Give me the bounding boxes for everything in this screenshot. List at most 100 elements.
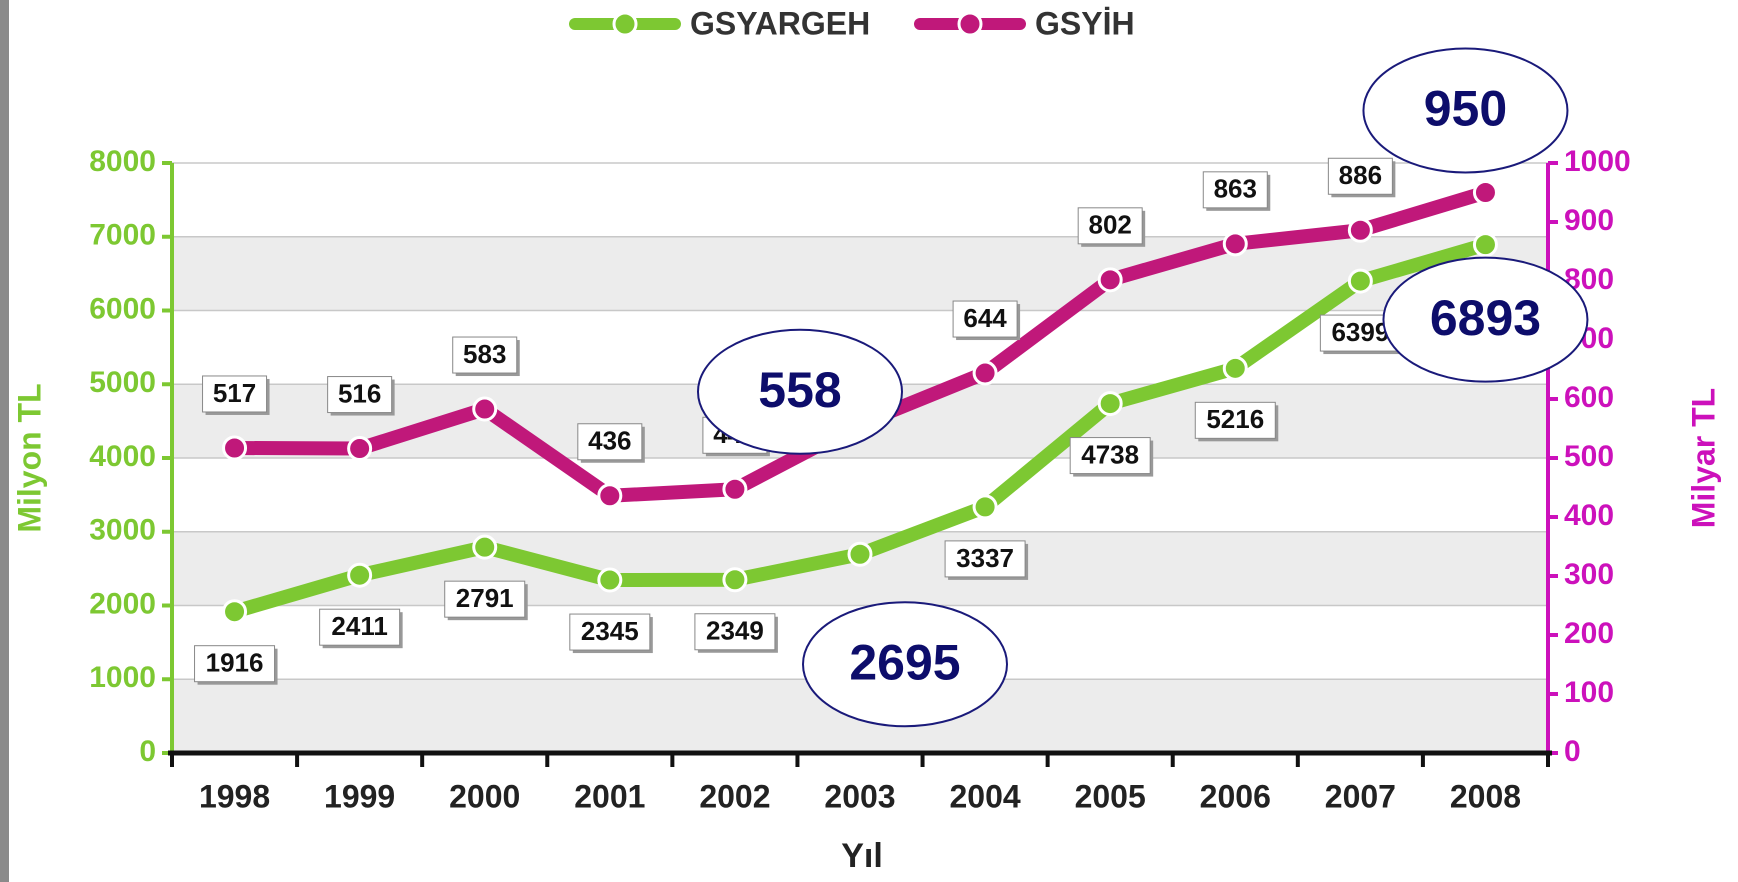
marker bbox=[722, 567, 748, 593]
marker bbox=[347, 436, 373, 462]
marker bbox=[597, 483, 623, 509]
marker bbox=[972, 494, 998, 520]
data-label-box: 4738 bbox=[1069, 437, 1154, 477]
x-tick-label: 2007 bbox=[1325, 778, 1396, 814]
label-box bbox=[577, 423, 643, 461]
x-tick-label: 2005 bbox=[1075, 778, 1146, 814]
x-tick-label: 2003 bbox=[824, 778, 895, 814]
y-axis-label: Milyon TL bbox=[11, 383, 47, 532]
marker bbox=[1472, 232, 1498, 258]
marker bbox=[1097, 391, 1123, 417]
x-tick-label: 2006 bbox=[1200, 778, 1271, 814]
x-tick-label: 2000 bbox=[449, 778, 520, 814]
x-tick-label: 1999 bbox=[324, 778, 395, 814]
legend-label: GSYARGEH bbox=[690, 5, 870, 41]
label-box bbox=[1069, 437, 1151, 475]
y2-tick-label: 1000 bbox=[1564, 145, 1631, 178]
marker bbox=[222, 435, 248, 461]
label-box bbox=[202, 375, 268, 413]
label-box bbox=[452, 336, 518, 374]
marker bbox=[972, 360, 998, 386]
x-tick-label: 1998 bbox=[199, 778, 270, 814]
data-label: 516 bbox=[338, 378, 381, 408]
legend-marker bbox=[612, 11, 638, 37]
data-label-box: 886 bbox=[1327, 157, 1396, 198]
y2-tick-label: 0 bbox=[1564, 735, 1581, 768]
highlight-ellipse bbox=[1362, 47, 1569, 174]
data-label: 6399 bbox=[1331, 317, 1389, 347]
x-tick-label: 2008 bbox=[1450, 778, 1521, 814]
legend-label: GSYİH bbox=[1035, 5, 1135, 41]
data-label-box: 516 bbox=[327, 376, 395, 416]
data-label: 2349 bbox=[706, 616, 764, 646]
y-tick-label: 1000 bbox=[89, 661, 156, 694]
y2-tick-label: 900 bbox=[1564, 204, 1614, 237]
data-label-box: 1916 bbox=[194, 645, 278, 685]
data-label: 1916 bbox=[206, 648, 264, 678]
highlight-ellipse bbox=[802, 601, 1008, 728]
data-label-box: 583 bbox=[452, 336, 520, 377]
data-label: 558 bbox=[758, 362, 841, 418]
data-label-box: 5216 bbox=[1194, 401, 1279, 442]
marker bbox=[597, 567, 623, 593]
label-box bbox=[944, 540, 1026, 578]
data-label: 644 bbox=[963, 303, 1007, 333]
data-label: 517 bbox=[213, 378, 256, 408]
label-box bbox=[1202, 171, 1268, 209]
label-box bbox=[1194, 401, 1276, 439]
y-tick-label: 3000 bbox=[89, 514, 156, 547]
data-label-box: 3337 bbox=[944, 540, 1029, 580]
grid-band bbox=[172, 236, 1548, 311]
y-tick-label: 2000 bbox=[89, 587, 156, 620]
marker bbox=[472, 396, 498, 422]
data-label-box: 2411 bbox=[319, 608, 403, 649]
data-label: 5216 bbox=[1206, 404, 1264, 434]
y-tick-label: 8000 bbox=[89, 145, 156, 178]
data-label-box: 517 bbox=[202, 375, 270, 415]
data-label-box: 802 bbox=[1077, 207, 1146, 247]
marker bbox=[1097, 267, 1123, 293]
y2-tick-label: 600 bbox=[1564, 381, 1614, 414]
data-label: 583 bbox=[463, 339, 506, 369]
left-strip bbox=[0, 0, 9, 882]
data-label-box: 863 bbox=[1202, 171, 1271, 211]
data-label-box: 2345 bbox=[569, 613, 653, 654]
x-axis-label: Yıl bbox=[841, 837, 883, 875]
highlight-ellipse bbox=[1382, 256, 1589, 383]
y-tick-label: 7000 bbox=[89, 219, 156, 252]
y2-tick-label: 500 bbox=[1564, 440, 1614, 473]
y-tick-label: 0 bbox=[139, 735, 156, 768]
label-box bbox=[952, 300, 1018, 338]
label-box bbox=[1077, 207, 1143, 245]
x-tick-label: 2002 bbox=[699, 778, 770, 814]
y-tick-label: 6000 bbox=[89, 292, 156, 325]
label-box bbox=[1327, 157, 1393, 195]
y2-tick-label: 300 bbox=[1564, 558, 1614, 591]
marker bbox=[847, 541, 873, 567]
marker bbox=[1222, 231, 1248, 257]
label-box bbox=[319, 608, 401, 646]
data-label: 3337 bbox=[956, 543, 1014, 573]
marker bbox=[222, 599, 248, 625]
data-label: 802 bbox=[1088, 210, 1131, 240]
data-label: 2791 bbox=[456, 583, 514, 613]
data-label-box: 2349 bbox=[694, 613, 778, 653]
y2-tick-label: 100 bbox=[1564, 676, 1614, 709]
data-label: 863 bbox=[1214, 174, 1257, 204]
marker bbox=[347, 562, 373, 588]
data-label: 886 bbox=[1339, 160, 1382, 190]
data-label: 2695 bbox=[849, 634, 960, 690]
y-tick-label: 5000 bbox=[89, 366, 156, 399]
data-label: 950 bbox=[1424, 81, 1507, 137]
marker bbox=[1347, 217, 1373, 243]
data-label: 2411 bbox=[331, 611, 387, 641]
data-label: 6893 bbox=[1430, 290, 1541, 346]
label-box bbox=[444, 580, 526, 618]
legend-marker bbox=[957, 11, 983, 37]
highlight-ellipse bbox=[697, 328, 903, 455]
marker bbox=[1472, 180, 1498, 205]
label-box bbox=[694, 613, 776, 651]
data-label-box: 644 bbox=[952, 300, 1021, 341]
label-box bbox=[569, 613, 651, 651]
